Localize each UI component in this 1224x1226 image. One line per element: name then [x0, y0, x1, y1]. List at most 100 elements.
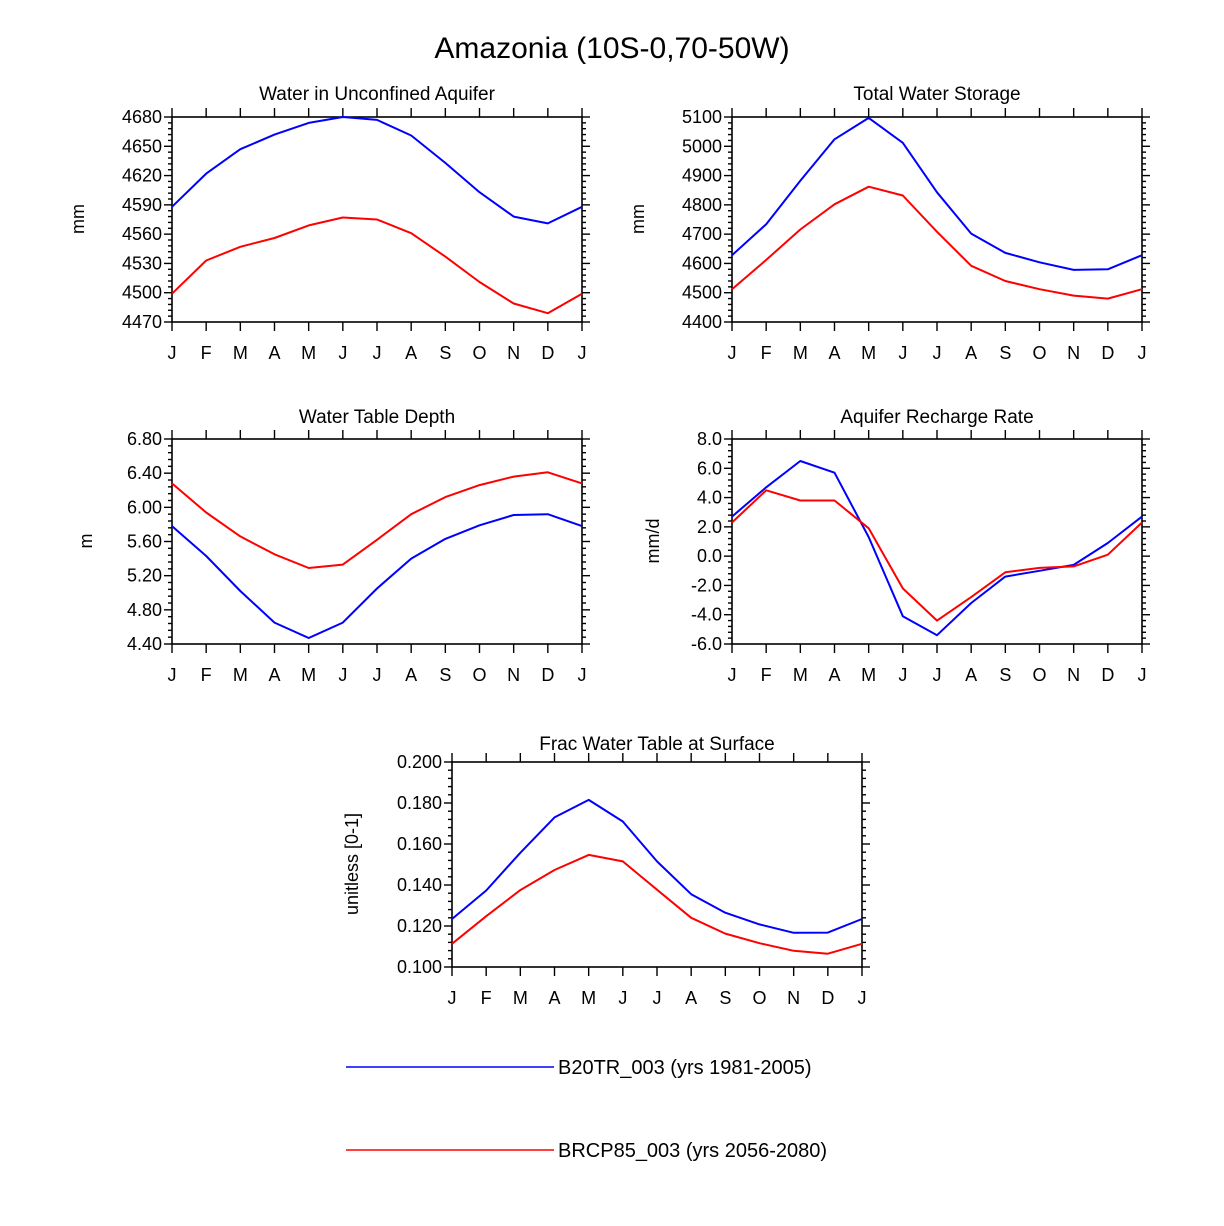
x-tick-label: S [999, 343, 1011, 363]
x-tick-label: S [719, 988, 731, 1008]
y-tick-label: 6.80 [127, 429, 162, 449]
x-tick-label: D [1101, 343, 1114, 363]
x-tick-label: N [507, 665, 520, 685]
x-tick-label: J [578, 343, 587, 363]
series-line-brcp85 [731, 489, 1143, 622]
x-tick-label: J [373, 343, 382, 363]
y-axis-label: mm/d [643, 519, 663, 564]
panel-total-water-storage: Total Water Storage mm 4400 4500 4600 4700 4… [628, 84, 1150, 363]
x-tick-label: M [301, 343, 316, 363]
x-tick-label: S [999, 665, 1011, 685]
y-tick-label: 4650 [122, 136, 162, 156]
x-tick-label: A [685, 988, 697, 1008]
x-tick-label: J [898, 665, 907, 685]
x-tick-label: N [507, 343, 520, 363]
y-tick-label: 4560 [122, 224, 162, 244]
x-tick-label: J [338, 665, 347, 685]
panel-title: Aquifer Recharge Rate [840, 407, 1033, 428]
y-tick-label: -6.0 [691, 634, 722, 654]
y-tick-label: 4900 [682, 166, 722, 186]
x-tick-label: A [405, 343, 417, 363]
y-tick-label: 0.200 [397, 752, 442, 772]
y-tick-label: -4.0 [691, 605, 722, 625]
y-tick-label: 4400 [682, 312, 722, 332]
x-tick-label: S [439, 343, 451, 363]
x-tick-label: J [728, 665, 737, 685]
x-tick-label: J [168, 665, 177, 685]
series-line-brcp85 [171, 216, 583, 315]
plot-frame [171, 438, 583, 645]
series-line-b20tr [171, 513, 583, 639]
y-axis-label: mm [628, 204, 648, 234]
y-tick-label: 4530 [122, 253, 162, 273]
x-tick-label: O [1032, 343, 1046, 363]
x-tick-label: A [965, 343, 977, 363]
series-line-brcp85 [451, 853, 863, 955]
x-tick-label: J [373, 665, 382, 685]
y-tick-label: 5000 [682, 136, 722, 156]
y-tick-label: 0.0 [697, 546, 722, 566]
x-tick-label: M [233, 665, 248, 685]
panel-aquifer-recharge: Aquifer Recharge Rate mm/d -6.0 -4.0 -2.0 0… [643, 407, 1150, 685]
panel-title: Water in Unconfined Aquifer [259, 84, 496, 105]
series-line-b20tr [171, 116, 583, 225]
panel-frac-water-table: Frac Water Table at Surface unitless [0-… [342, 734, 870, 1008]
x-tick-label: M [793, 343, 808, 363]
y-tick-label: 4.0 [697, 488, 722, 508]
x-tick-label: M [861, 665, 876, 685]
x-tick-label: J [1138, 343, 1147, 363]
x-tick-label: N [1067, 665, 1080, 685]
x-tick-label: J [618, 988, 627, 1008]
x-tick-label: A [828, 665, 840, 685]
plot-frame [731, 438, 1143, 645]
y-tick-label: 4600 [682, 253, 722, 273]
x-tick-label: M [513, 988, 528, 1008]
y-tick-label: 4.40 [127, 634, 162, 654]
x-tick-label: F [201, 343, 212, 363]
x-tick-label: A [828, 343, 840, 363]
legend-label-red: BRCP85_003 (yrs 2056-2080) [558, 1140, 827, 1162]
y-axis-label: m [76, 534, 96, 549]
y-tick-label: 6.40 [127, 463, 162, 483]
legend-label-blue: B20TR_003 (yrs 1981-2005) [558, 1057, 811, 1079]
y-tick-label: 0.100 [397, 957, 442, 977]
x-tick-label: O [1032, 665, 1046, 685]
y-tick-label: 4.80 [127, 600, 162, 620]
x-tick-label: F [481, 988, 492, 1008]
panel-title: Frac Water Table at Surface [539, 734, 775, 755]
y-tick-label: 4470 [122, 312, 162, 332]
y-tick-label: 4500 [682, 283, 722, 303]
x-tick-label: J [448, 988, 457, 1008]
x-tick-label: A [268, 665, 280, 685]
x-tick-label: A [965, 665, 977, 685]
x-tick-label: M [301, 665, 316, 685]
x-tick-label: D [541, 343, 554, 363]
panel-title: Water Table Depth [299, 407, 455, 428]
x-tick-label: M [581, 988, 596, 1008]
panel-title: Total Water Storage [853, 84, 1020, 105]
legend: B20TR_003 (yrs 1981-2005) BRCP85_003 (yr… [346, 1057, 827, 1162]
y-tick-label: 0.140 [397, 875, 442, 895]
x-tick-label: D [821, 988, 834, 1008]
y-tick-label: 6.0 [697, 458, 722, 478]
x-tick-label: J [728, 343, 737, 363]
series-line-brcp85 [171, 471, 583, 569]
x-tick-label: F [761, 343, 772, 363]
x-tick-label: N [787, 988, 800, 1008]
y-tick-label: -2.0 [691, 575, 722, 595]
y-tick-label: 4590 [122, 195, 162, 215]
x-tick-label: M [861, 343, 876, 363]
series-line-b20tr [451, 798, 863, 934]
x-tick-label: J [898, 343, 907, 363]
x-tick-label: J [1138, 665, 1147, 685]
x-tick-label: A [405, 665, 417, 685]
x-tick-label: O [752, 988, 766, 1008]
x-tick-label: N [1067, 343, 1080, 363]
y-tick-label: 4500 [122, 283, 162, 303]
y-axis-label: unitless [0-1] [342, 813, 362, 915]
x-tick-label: F [201, 665, 212, 685]
y-tick-label: 0.180 [397, 793, 442, 813]
series-line-b20tr [731, 460, 1143, 637]
plot-frame [451, 761, 863, 968]
x-tick-label: O [472, 665, 486, 685]
